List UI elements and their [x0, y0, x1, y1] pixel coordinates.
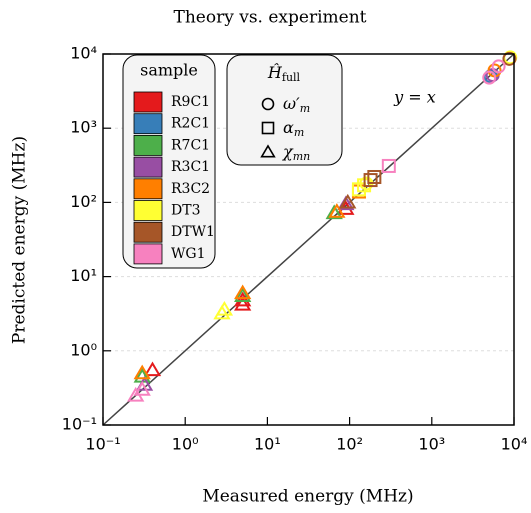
legend-symbol: χ [282, 142, 294, 161]
x-tick-label: 10⁴ [501, 435, 528, 454]
legend-label: R3C1 [171, 159, 210, 175]
point [482, 70, 497, 85]
legend-box [226, 54, 343, 166]
x-axis-label: Measured energy (MHz) [202, 487, 413, 507]
point [339, 193, 357, 209]
point [502, 51, 517, 66]
legend-title: sample [140, 61, 198, 80]
x-tick-label: 10² [336, 435, 363, 454]
y-tick-label: 10⁴ [70, 44, 97, 63]
y-tick-label: 10⁰ [70, 340, 97, 359]
legend-swatch [133, 134, 163, 156]
legend-marker [261, 121, 275, 135]
y-tick-label: 10² [70, 192, 97, 211]
legend-swatch [133, 91, 163, 113]
legend-swatch [133, 243, 163, 265]
point [133, 381, 151, 396]
point [143, 361, 162, 377]
x-tick-label: 10³ [418, 435, 445, 454]
point [234, 287, 252, 302]
legend-marker [260, 144, 276, 158]
chart-title: Theory vs. experiment [174, 8, 367, 28]
y-tick-label: 10⁻¹ [62, 415, 97, 434]
legend-label: ω′m [283, 94, 310, 116]
identity-line [102, 53, 515, 426]
legend-sub: m [300, 102, 310, 115]
legend-title-sub: full [282, 71, 301, 84]
point [133, 364, 151, 380]
legend-label: DTW1 [171, 224, 215, 240]
point [234, 284, 252, 300]
legend-label: WG1 [171, 246, 205, 262]
legend-title: Ĥfull [267, 62, 301, 85]
legend-swatch [133, 178, 163, 200]
legend-label: χmn [282, 142, 310, 164]
legend-swatch [133, 113, 163, 135]
legend-label: R9C1 [171, 94, 210, 110]
legend-sub: m [294, 126, 304, 139]
annotation: y = x [393, 88, 436, 107]
legend-symbol: α [283, 118, 294, 137]
point [363, 173, 378, 188]
legend-label: αm [283, 118, 304, 140]
point [234, 295, 252, 311]
legend-label: R7C1 [171, 137, 210, 153]
x-tick-label: 10⁰ [172, 435, 199, 454]
legend-swatch [133, 156, 163, 178]
point [491, 59, 506, 74]
point [215, 300, 234, 316]
y-tick-label: 10³ [70, 118, 97, 137]
point [367, 169, 382, 184]
x-tick-label: 10¹ [254, 435, 281, 454]
legend-marker [261, 97, 275, 111]
plot-frame [102, 53, 515, 426]
legend-symbol: ω′ [283, 94, 300, 113]
point [381, 158, 396, 173]
legend-swatch [133, 221, 163, 243]
x-tick-label: 10⁻¹ [85, 435, 120, 454]
legend-swatch [133, 200, 163, 221]
point [234, 291, 252, 307]
legend-label: R3C2 [171, 181, 210, 197]
point [328, 203, 346, 218]
y-tick-label: 10¹ [70, 266, 97, 285]
y-axis-label: Predicted energy (MHz) [10, 136, 30, 344]
legend-title-symbol: Ĥ [267, 62, 283, 82]
legend-sub: mn [293, 150, 311, 163]
legend-label: R2C1 [171, 116, 210, 132]
legend-label: DT3 [171, 203, 200, 219]
legend: sample R9C1 R2C1 R7C1 R3C1 R3C2 DT3 DTW1 WG1 [122, 54, 216, 269]
point [325, 204, 343, 220]
